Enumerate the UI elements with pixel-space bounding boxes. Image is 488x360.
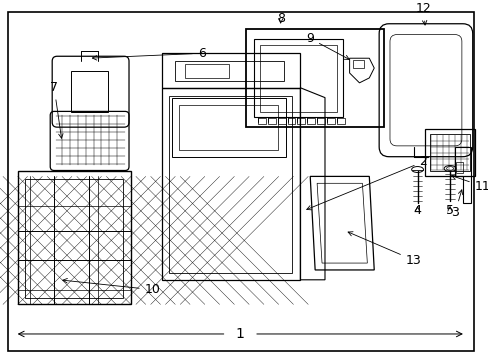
Text: 3: 3 [450, 190, 462, 219]
Text: 7: 7 [50, 81, 63, 138]
Bar [185, 64, 229, 78]
Bar [260, 45, 336, 112]
Text: 9: 9 [305, 32, 348, 59]
Ellipse shape [446, 167, 452, 171]
Bar [326, 118, 334, 124]
Bar [287, 118, 295, 124]
Bar [245, 29, 383, 127]
Bar [352, 60, 364, 68]
Bar [169, 96, 292, 273]
Bar [306, 118, 314, 124]
Bar [254, 39, 342, 117]
Bar [267, 118, 275, 124]
Bar [277, 118, 285, 124]
Bar [425, 129, 474, 176]
Bar [179, 104, 277, 150]
Text: 12: 12 [415, 3, 430, 25]
Bar [175, 61, 283, 81]
Ellipse shape [411, 167, 423, 172]
Bar [71, 71, 108, 112]
Bar [18, 171, 131, 305]
Bar [336, 118, 344, 124]
Bar [258, 118, 265, 124]
Bar [455, 162, 462, 174]
Bar [24, 179, 123, 297]
Ellipse shape [443, 166, 455, 171]
Text: 8: 8 [276, 12, 284, 25]
Text: 2: 2 [306, 155, 427, 210]
Bar [429, 134, 469, 171]
Text: 11: 11 [451, 175, 488, 193]
Bar [316, 118, 325, 124]
Text: 13: 13 [347, 232, 421, 267]
Text: 1: 1 [235, 327, 244, 341]
Text: 5: 5 [445, 204, 453, 217]
Text: 6: 6 [92, 47, 205, 60]
Bar [172, 98, 285, 157]
Bar [297, 118, 305, 124]
Text: 10: 10 [62, 278, 160, 296]
Text: 4: 4 [413, 204, 421, 217]
